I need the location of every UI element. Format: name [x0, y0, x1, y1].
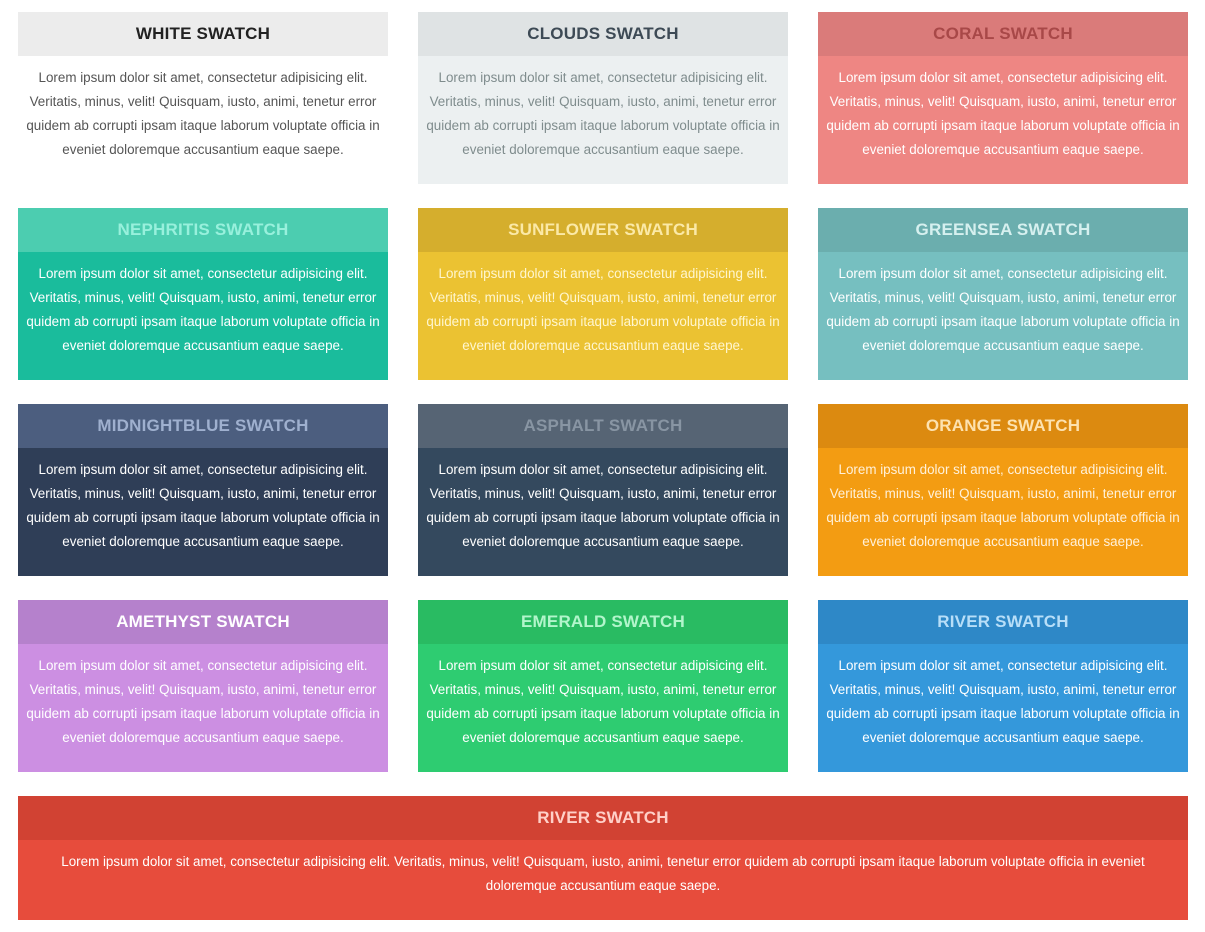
- swatch-text: Lorem ipsum dolor sit amet, consectetur …: [26, 658, 380, 745]
- swatch-text: Lorem ipsum dolor sit amet, consectetur …: [826, 462, 1180, 549]
- swatch-card-white: WHITE SWATCH Lorem ipsum dolor sit amet,…: [18, 12, 388, 184]
- swatch-card-asphalt: ASPHALT SWATCH Lorem ipsum dolor sit ame…: [418, 404, 788, 576]
- swatch-card-amethyst: AMETHYST SWATCH Lorem ipsum dolor sit am…: [18, 600, 388, 772]
- swatch-text: Lorem ipsum dolor sit amet, consectetur …: [826, 658, 1180, 745]
- swatch-title: RIVER SWATCH: [18, 796, 1188, 840]
- swatch-text: Lorem ipsum dolor sit amet, consectetur …: [61, 854, 1145, 893]
- swatch-title: RIVER SWATCH: [818, 600, 1188, 644]
- swatch-title: NEPHRITIS SWATCH: [18, 208, 388, 252]
- swatch-title: CLOUDS SWATCH: [418, 12, 788, 56]
- swatch-title: MIDNIGHTBLUE SWATCH: [18, 404, 388, 448]
- swatch-text: Lorem ipsum dolor sit amet, consectetur …: [826, 70, 1180, 157]
- swatch-text: Lorem ipsum dolor sit amet, consectetur …: [426, 658, 780, 745]
- swatch-text: Lorem ipsum dolor sit amet, consectetur …: [26, 462, 380, 549]
- swatch-title: EMERALD SWATCH: [418, 600, 788, 644]
- swatch-title: ORANGE SWATCH: [818, 404, 1188, 448]
- swatch-card-river-wide: RIVER SWATCH Lorem ipsum dolor sit amet,…: [18, 796, 1188, 920]
- swatch-card-midnightblue: MIDNIGHTBLUE SWATCH Lorem ipsum dolor si…: [18, 404, 388, 576]
- swatch-card-nephritis: NEPHRITIS SWATCH Lorem ipsum dolor sit a…: [18, 208, 388, 380]
- swatch-title: GREENSEA SWATCH: [818, 208, 1188, 252]
- swatch-text: Lorem ipsum dolor sit amet, consectetur …: [26, 266, 380, 353]
- swatch-text: Lorem ipsum dolor sit amet, consectetur …: [26, 70, 380, 157]
- swatch-title: AMETHYST SWATCH: [18, 600, 388, 644]
- swatch-text: Lorem ipsum dolor sit amet, consectetur …: [426, 462, 780, 549]
- swatch-card-river: RIVER SWATCH Lorem ipsum dolor sit amet,…: [818, 600, 1188, 772]
- swatch-card-orange: ORANGE SWATCH Lorem ipsum dolor sit amet…: [818, 404, 1188, 576]
- swatch-card-greensea: GREENSEA SWATCH Lorem ipsum dolor sit am…: [818, 208, 1188, 380]
- swatch-card-clouds: CLOUDS SWATCH Lorem ipsum dolor sit amet…: [418, 12, 788, 184]
- swatch-text: Lorem ipsum dolor sit amet, consectetur …: [426, 266, 780, 353]
- swatch-title: ASPHALT SWATCH: [418, 404, 788, 448]
- swatch-card-coral: CORAL SWATCH Lorem ipsum dolor sit amet,…: [818, 12, 1188, 184]
- swatch-title: CORAL SWATCH: [818, 12, 1188, 56]
- swatch-card-emerald: EMERALD SWATCH Lorem ipsum dolor sit ame…: [418, 600, 788, 772]
- swatch-text: Lorem ipsum dolor sit amet, consectetur …: [426, 70, 780, 157]
- swatch-title: SUNFLOWER SWATCH: [418, 208, 788, 252]
- swatch-card-sunflower: SUNFLOWER SWATCH Lorem ipsum dolor sit a…: [418, 208, 788, 380]
- swatch-text: Lorem ipsum dolor sit amet, consectetur …: [826, 266, 1180, 353]
- swatch-title: WHITE SWATCH: [18, 12, 388, 56]
